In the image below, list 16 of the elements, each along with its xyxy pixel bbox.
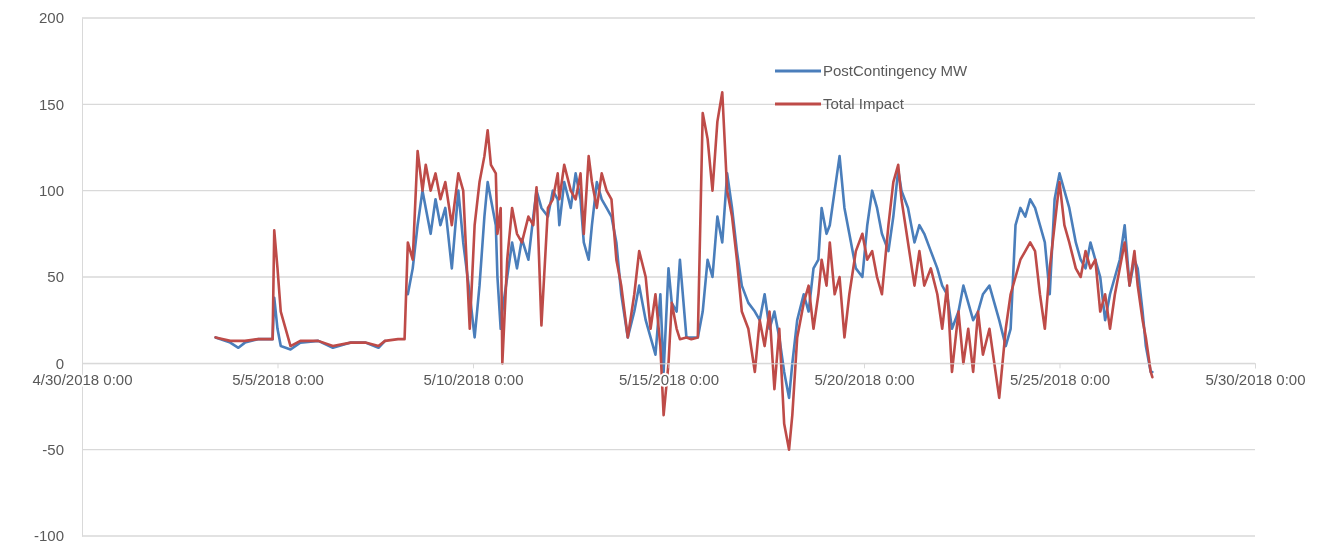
legend-label: PostContingency MW [823,62,969,80]
y-tick-label: 50 [47,268,64,286]
x-tick-label: 5/30/2018 0:00 [1205,370,1306,388]
y-tick-label: 0 [55,354,64,372]
y-tick-label: -50 [42,440,64,458]
y-tick-label: 200 [38,9,64,27]
legend-label: Total Impact [823,95,905,113]
y-tick-label: 150 [38,95,64,113]
line-series [214,90,1154,451]
y-tick-label: -100 [33,527,64,545]
x-tick-label: 4/30/2018 0:00 [32,370,133,388]
y-tick-label: 100 [38,181,64,199]
x-tick-label: 5/10/2018 0:00 [423,370,524,388]
x-tick-label: 5/5/2018 0:00 [232,370,324,388]
x-tick-label: 5/20/2018 0:00 [814,370,915,388]
x-tick-label: 5/25/2018 0:00 [1009,370,1111,388]
